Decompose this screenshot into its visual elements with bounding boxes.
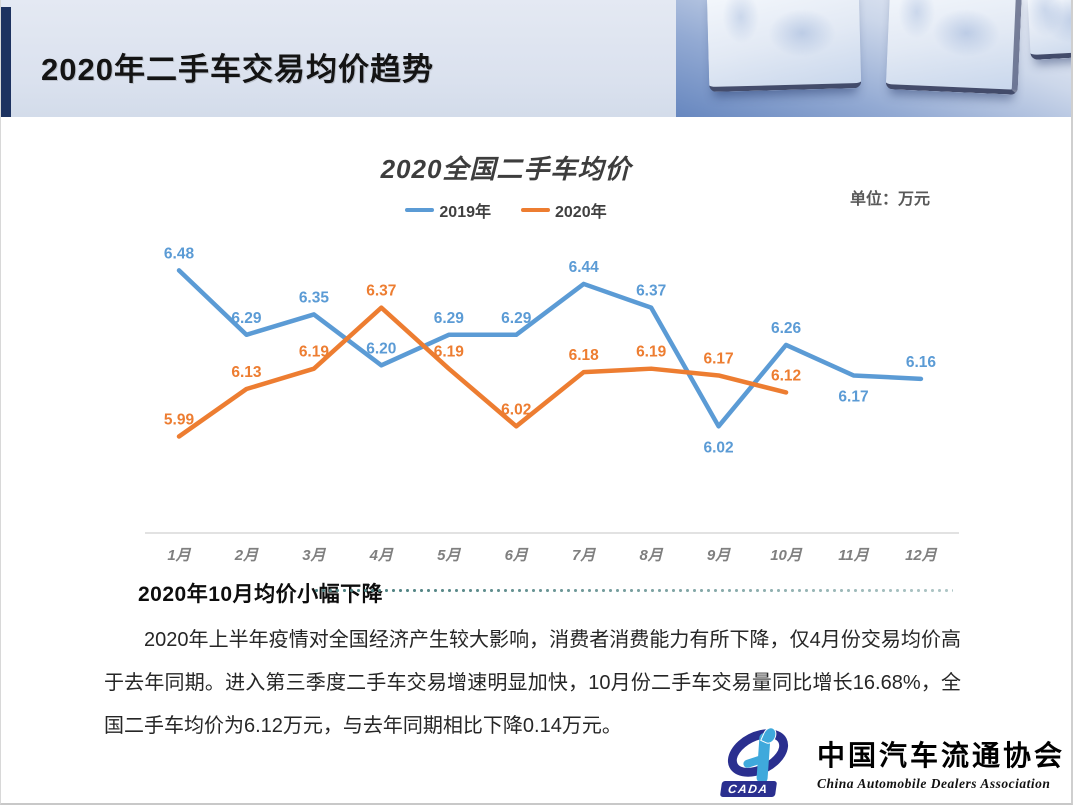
svg-text:6.12: 6.12 (771, 367, 801, 384)
svg-text:5.99: 5.99 (164, 411, 195, 428)
svg-text:8月: 8月 (639, 547, 663, 564)
svg-text:10月: 10月 (770, 547, 803, 564)
logo-name-en: China Automobile Dealers Association (816, 776, 1051, 791)
svg-text:1月: 1月 (167, 547, 191, 564)
header-cubes-decoration (676, 0, 1071, 117)
svg-text:6.37: 6.37 (636, 283, 666, 300)
cada-emblem-icon: CADA (719, 719, 809, 797)
svg-text:5月: 5月 (437, 547, 461, 564)
svg-text:6.16: 6.16 (906, 354, 937, 371)
svg-text:6.29: 6.29 (501, 310, 532, 327)
svg-text:12月: 12月 (905, 547, 938, 564)
svg-text:6月: 6月 (505, 547, 529, 564)
svg-text:6.19: 6.19 (299, 344, 330, 361)
cube-graphic (885, 0, 1023, 95)
svg-text:7月: 7月 (572, 547, 596, 564)
svg-text:6.37: 6.37 (366, 283, 396, 300)
cube-graphic (1027, 0, 1071, 60)
page-title: 2020年二手车交易均价趋势 (41, 52, 434, 87)
svg-text:6.02: 6.02 (501, 401, 531, 418)
analysis-paragraph: 2020年上半年疫情对全国经济产生较大影响，消费者消费能力有所下降，仅4月份交易… (104, 629, 961, 737)
svg-text:6.13: 6.13 (231, 364, 262, 381)
legend-line-icon (405, 208, 435, 212)
svg-text:3月: 3月 (302, 547, 326, 564)
svg-text:6.20: 6.20 (366, 340, 396, 357)
svg-text:4月: 4月 (369, 547, 394, 564)
svg-text:6.17: 6.17 (838, 388, 868, 405)
section-heading: 2020年10月均价小幅下降 (138, 583, 384, 606)
cada-acronym-badge: CADA (719, 781, 777, 797)
svg-text:9月: 9月 (707, 547, 731, 564)
header-banner: 2020年二手车交易均价趋势 (1, 0, 1071, 117)
svg-text:6.29: 6.29 (231, 310, 262, 327)
chart-title: 2020全国二手车均价 (380, 154, 632, 184)
svg-text:6.19: 6.19 (434, 344, 465, 361)
svg-text:6.17: 6.17 (704, 350, 734, 367)
svg-text:6.29: 6.29 (434, 310, 465, 327)
cube-graphic (706, 0, 862, 92)
svg-text:6.48: 6.48 (164, 245, 195, 262)
cada-logo: CADA 中国汽车流通协会 China Automobile Dealers A… (719, 719, 1065, 797)
svg-text:6.44: 6.44 (569, 259, 600, 276)
header-accent-bar (1, 7, 11, 117)
svg-text:11月: 11月 (838, 547, 870, 564)
trend-line-chart: 1月 2月 3月 4月 5月 6月 7月 8月 9月 10月 11月 12月 6.48 6.29 6.35 6… (145, 245, 959, 564)
svg-text:2月: 2月 (234, 547, 259, 564)
svg-text:6.35: 6.35 (299, 289, 330, 306)
logo-name-cn: 中国汽车流通协会 (816, 741, 1065, 772)
svg-text:6.26: 6.26 (771, 320, 802, 337)
svg-text:6.19: 6.19 (636, 344, 667, 361)
legend-line-icon (521, 208, 550, 212)
chart-legend: 2019年 2020年 (141, 199, 871, 221)
svg-text:6.18: 6.18 (569, 347, 600, 364)
legend-item-2019: 2019年 (405, 198, 491, 222)
unit-label: 单位：万元 (849, 191, 930, 208)
legend-label: 2019年 (439, 204, 491, 221)
legend-label: 2020年 (555, 204, 607, 221)
logo-text: 中国汽车流通协会 China Automobile Dealers Associ… (817, 734, 1065, 792)
svg-text:6.02: 6.02 (704, 439, 734, 456)
legend-item-2020: 2020年 (521, 198, 607, 222)
dotted-divider (313, 588, 953, 593)
